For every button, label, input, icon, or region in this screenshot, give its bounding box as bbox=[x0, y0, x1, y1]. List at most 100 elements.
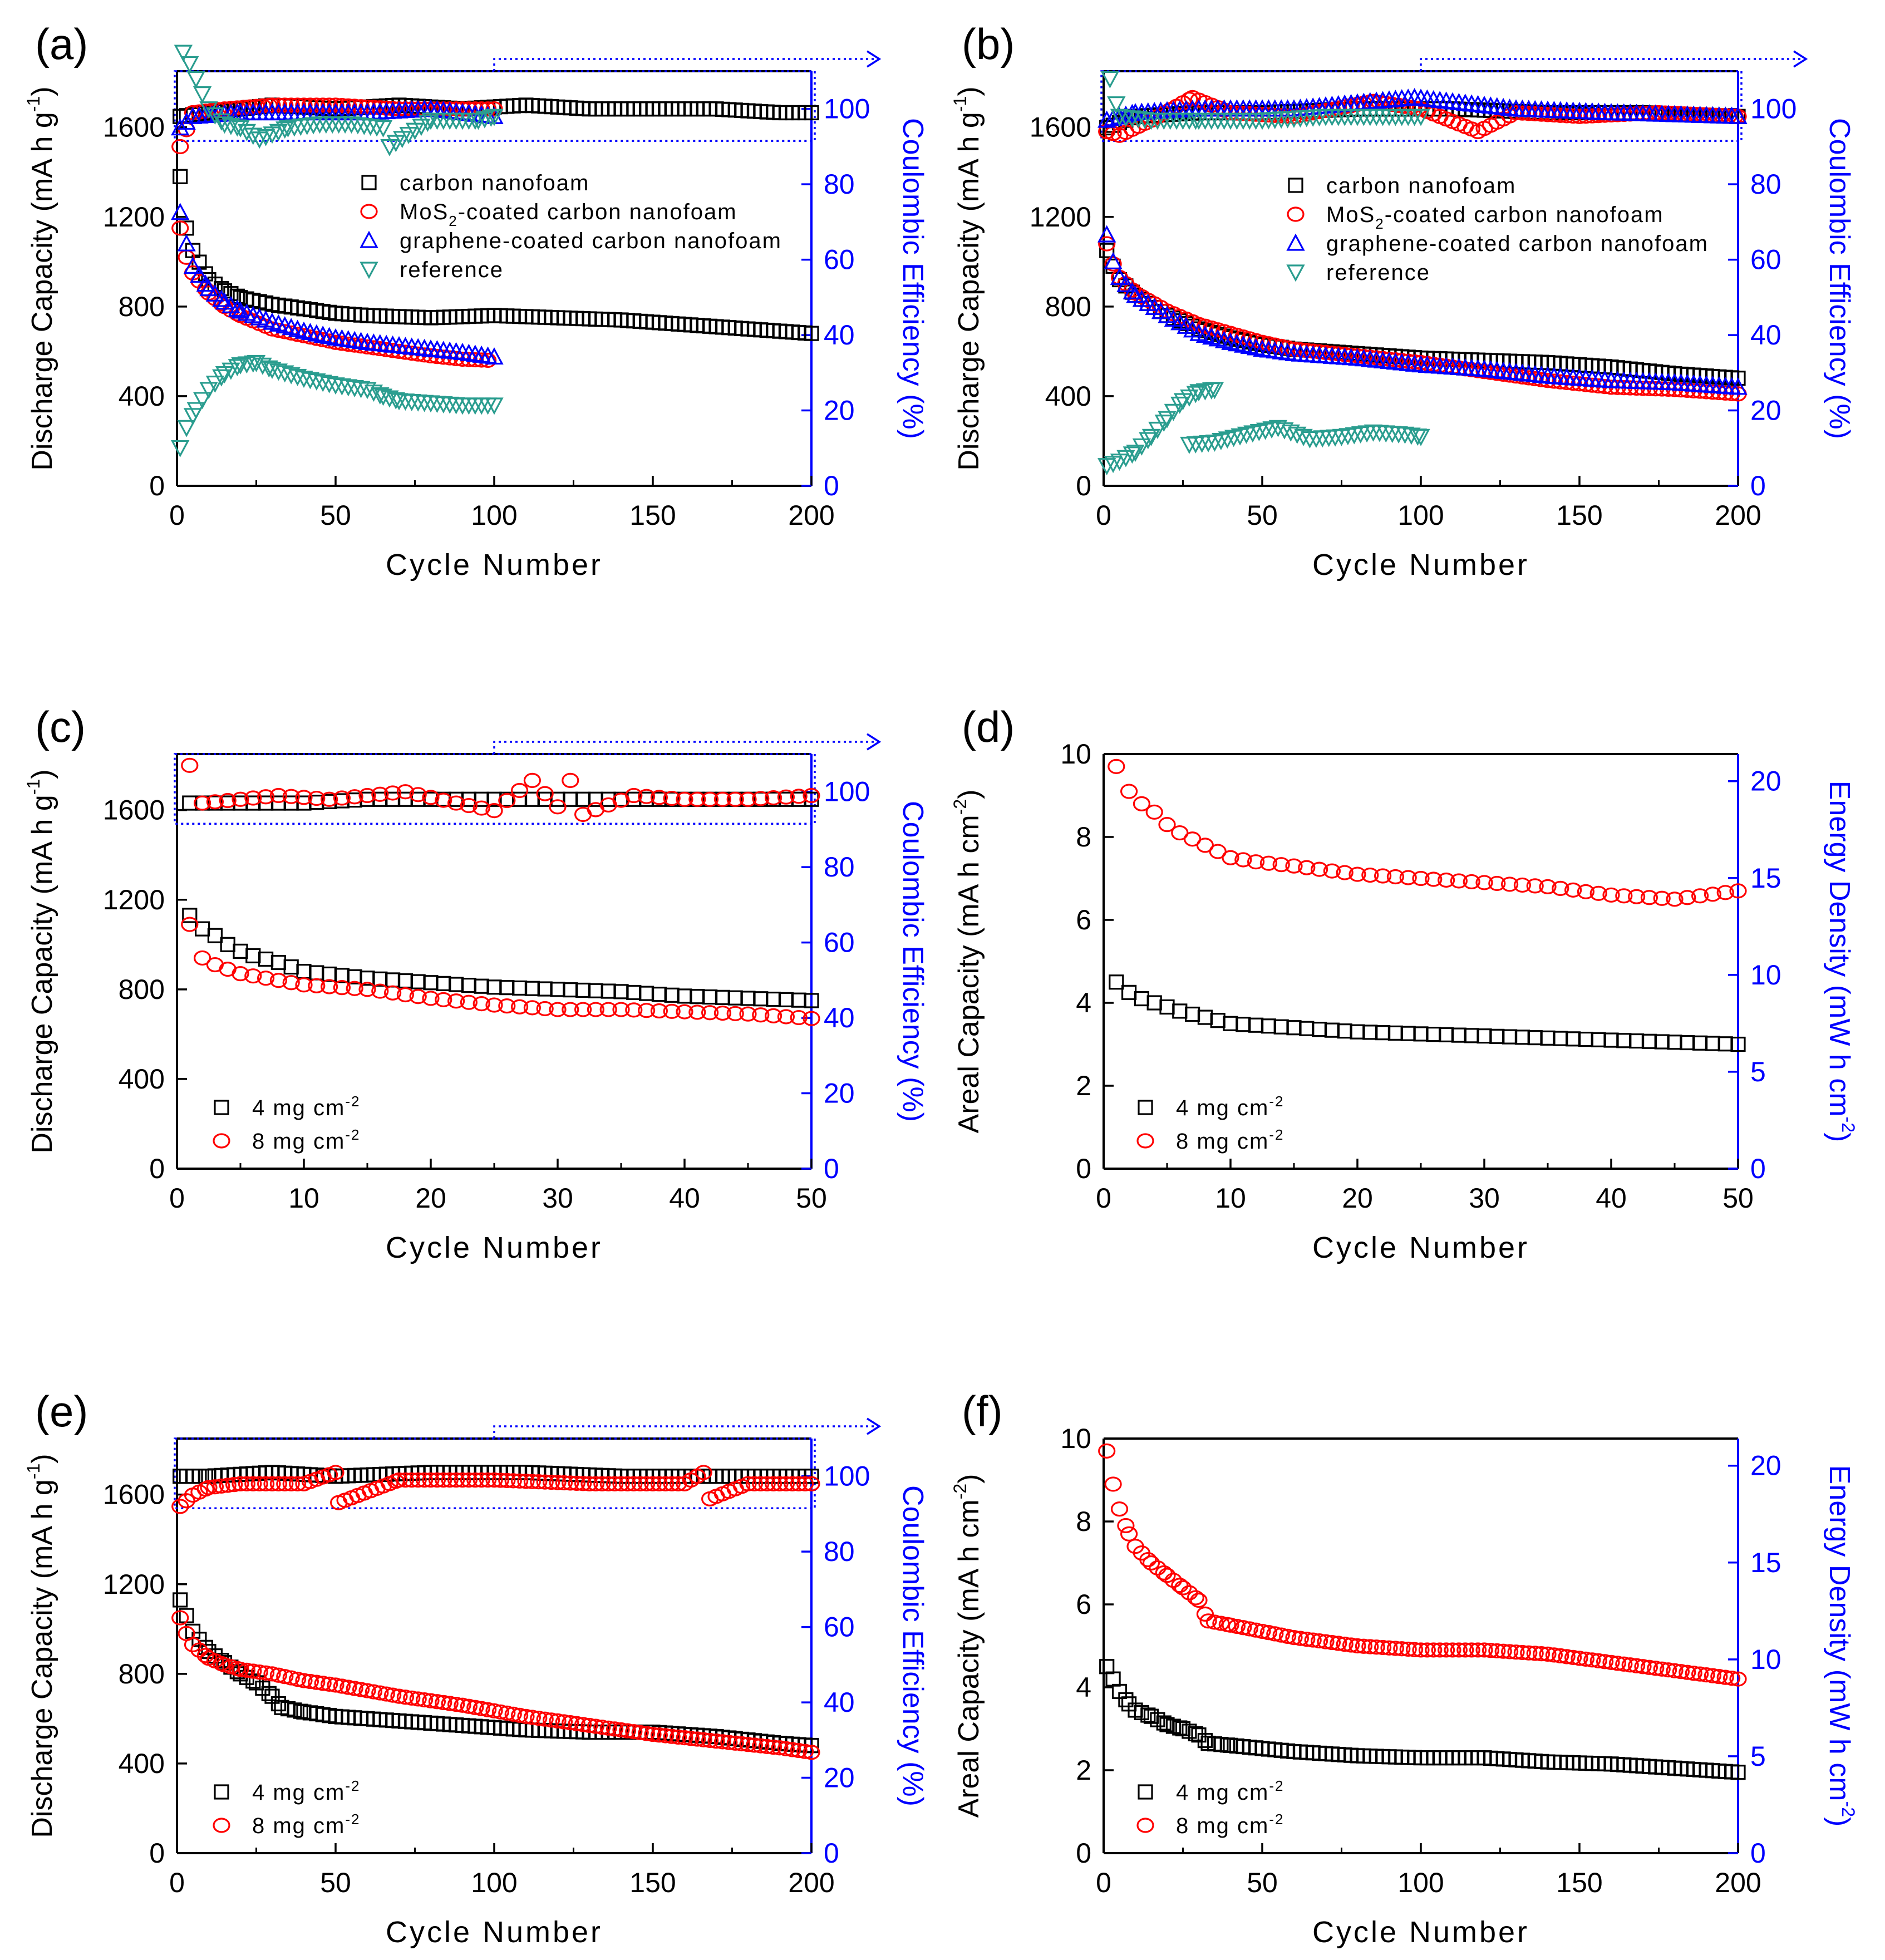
data-point bbox=[473, 1472, 490, 1488]
data-point bbox=[1158, 817, 1176, 833]
data-point bbox=[1399, 870, 1417, 885]
data-point bbox=[1110, 1501, 1129, 1517]
y2-tick-label: 80 bbox=[824, 851, 855, 883]
data-point bbox=[713, 1734, 732, 1750]
data-point bbox=[383, 785, 402, 801]
data-point bbox=[1164, 1573, 1182, 1588]
data-point bbox=[269, 973, 287, 988]
data-point bbox=[288, 97, 307, 113]
y2-axis-label: Energy Density (mW h cm-2) bbox=[1823, 781, 1858, 1142]
data-point bbox=[1463, 1642, 1480, 1658]
legend-label: reference bbox=[400, 258, 504, 282]
series bbox=[1108, 759, 1747, 907]
data-point bbox=[177, 234, 196, 252]
legend-marker bbox=[1286, 264, 1305, 282]
data-point bbox=[261, 1686, 277, 1701]
y2-axis-label: Coulombic Efficiency (%) bbox=[897, 118, 929, 439]
data-point bbox=[1117, 1518, 1135, 1534]
y-tick-label: 10 bbox=[1060, 738, 1091, 770]
data-point bbox=[523, 1000, 542, 1016]
data-point bbox=[1362, 1025, 1378, 1040]
legend-label: 4 mg cm-2 bbox=[252, 1093, 360, 1120]
data-point bbox=[295, 1673, 313, 1688]
ce-arrow bbox=[1420, 58, 1805, 71]
data-point bbox=[626, 984, 642, 1001]
panel-label: (b) bbox=[962, 19, 1015, 68]
data-point bbox=[339, 1680, 357, 1695]
data-point bbox=[739, 1006, 757, 1022]
data-point bbox=[1361, 867, 1379, 883]
data-point bbox=[1501, 876, 1519, 892]
data-point bbox=[396, 987, 415, 1003]
data-point bbox=[1729, 1671, 1747, 1687]
legend-marker bbox=[213, 1133, 230, 1149]
data-point bbox=[448, 977, 464, 992]
data-point bbox=[1704, 1668, 1721, 1683]
data-point bbox=[1716, 885, 1734, 900]
series bbox=[181, 757, 820, 822]
series bbox=[174, 45, 504, 156]
data-point bbox=[435, 1472, 452, 1488]
data-point bbox=[409, 1691, 427, 1707]
x-tick-label: 50 bbox=[1247, 1867, 1278, 1898]
x-axis-label: Cycle Number bbox=[1312, 1915, 1529, 1949]
data-point bbox=[1526, 106, 1544, 122]
data-point bbox=[1248, 1017, 1264, 1033]
data-point bbox=[498, 1473, 516, 1489]
x-tick-label: 30 bbox=[542, 1183, 573, 1214]
data-point bbox=[1247, 1622, 1265, 1638]
data-point bbox=[1107, 96, 1126, 114]
y2-tick-label: 5 bbox=[1750, 1741, 1766, 1772]
data-point bbox=[396, 784, 415, 800]
data-point bbox=[764, 790, 782, 806]
y2-tick-label: 100 bbox=[824, 1461, 870, 1492]
data-point bbox=[244, 127, 263, 145]
data-point bbox=[1691, 888, 1709, 904]
data-point bbox=[1187, 1590, 1204, 1606]
data-point bbox=[454, 1697, 471, 1713]
data-point bbox=[1513, 1644, 1531, 1661]
data-point bbox=[1123, 446, 1141, 464]
data-point bbox=[339, 379, 358, 397]
data-point bbox=[523, 1710, 542, 1725]
y-tick-label: 10 bbox=[1060, 1423, 1091, 1454]
data-point bbox=[250, 1476, 268, 1491]
data-point bbox=[358, 982, 376, 997]
legend-marker bbox=[214, 1784, 229, 1800]
data-point bbox=[1275, 422, 1294, 440]
data-point bbox=[295, 977, 313, 993]
data-point bbox=[282, 975, 300, 991]
ce-arrow-head bbox=[867, 733, 882, 751]
data-point bbox=[352, 1682, 370, 1697]
x-tick-label: 150 bbox=[629, 1867, 676, 1898]
data-point bbox=[377, 1686, 395, 1702]
ce-arrow-head bbox=[867, 50, 882, 68]
y-tick-label: 800 bbox=[1045, 291, 1091, 322]
data-point bbox=[173, 1592, 188, 1608]
data-point bbox=[804, 326, 819, 341]
data-point bbox=[326, 377, 345, 395]
data-point bbox=[1552, 880, 1569, 896]
y2-tick-label: 5 bbox=[1750, 1056, 1766, 1087]
ce-arrow bbox=[493, 741, 878, 754]
data-point bbox=[1411, 109, 1430, 126]
data-point bbox=[327, 97, 344, 113]
data-point bbox=[593, 1720, 611, 1735]
data-point bbox=[682, 1731, 700, 1746]
data-point bbox=[200, 1480, 218, 1495]
data-point bbox=[1348, 866, 1366, 882]
data-point bbox=[1197, 1733, 1213, 1749]
data-point bbox=[517, 1474, 535, 1489]
data-point bbox=[1501, 1644, 1519, 1659]
data-point bbox=[258, 951, 274, 967]
x-tick-label: 30 bbox=[1469, 1183, 1500, 1214]
data-point bbox=[233, 943, 248, 959]
data-point bbox=[1337, 1023, 1352, 1039]
data-point bbox=[206, 794, 224, 810]
data-point bbox=[631, 1725, 649, 1740]
data-point bbox=[1355, 1638, 1372, 1654]
y2-tick-label: 80 bbox=[824, 169, 855, 200]
y-tick-label: 1200 bbox=[103, 201, 165, 233]
data-point bbox=[549, 1002, 567, 1017]
